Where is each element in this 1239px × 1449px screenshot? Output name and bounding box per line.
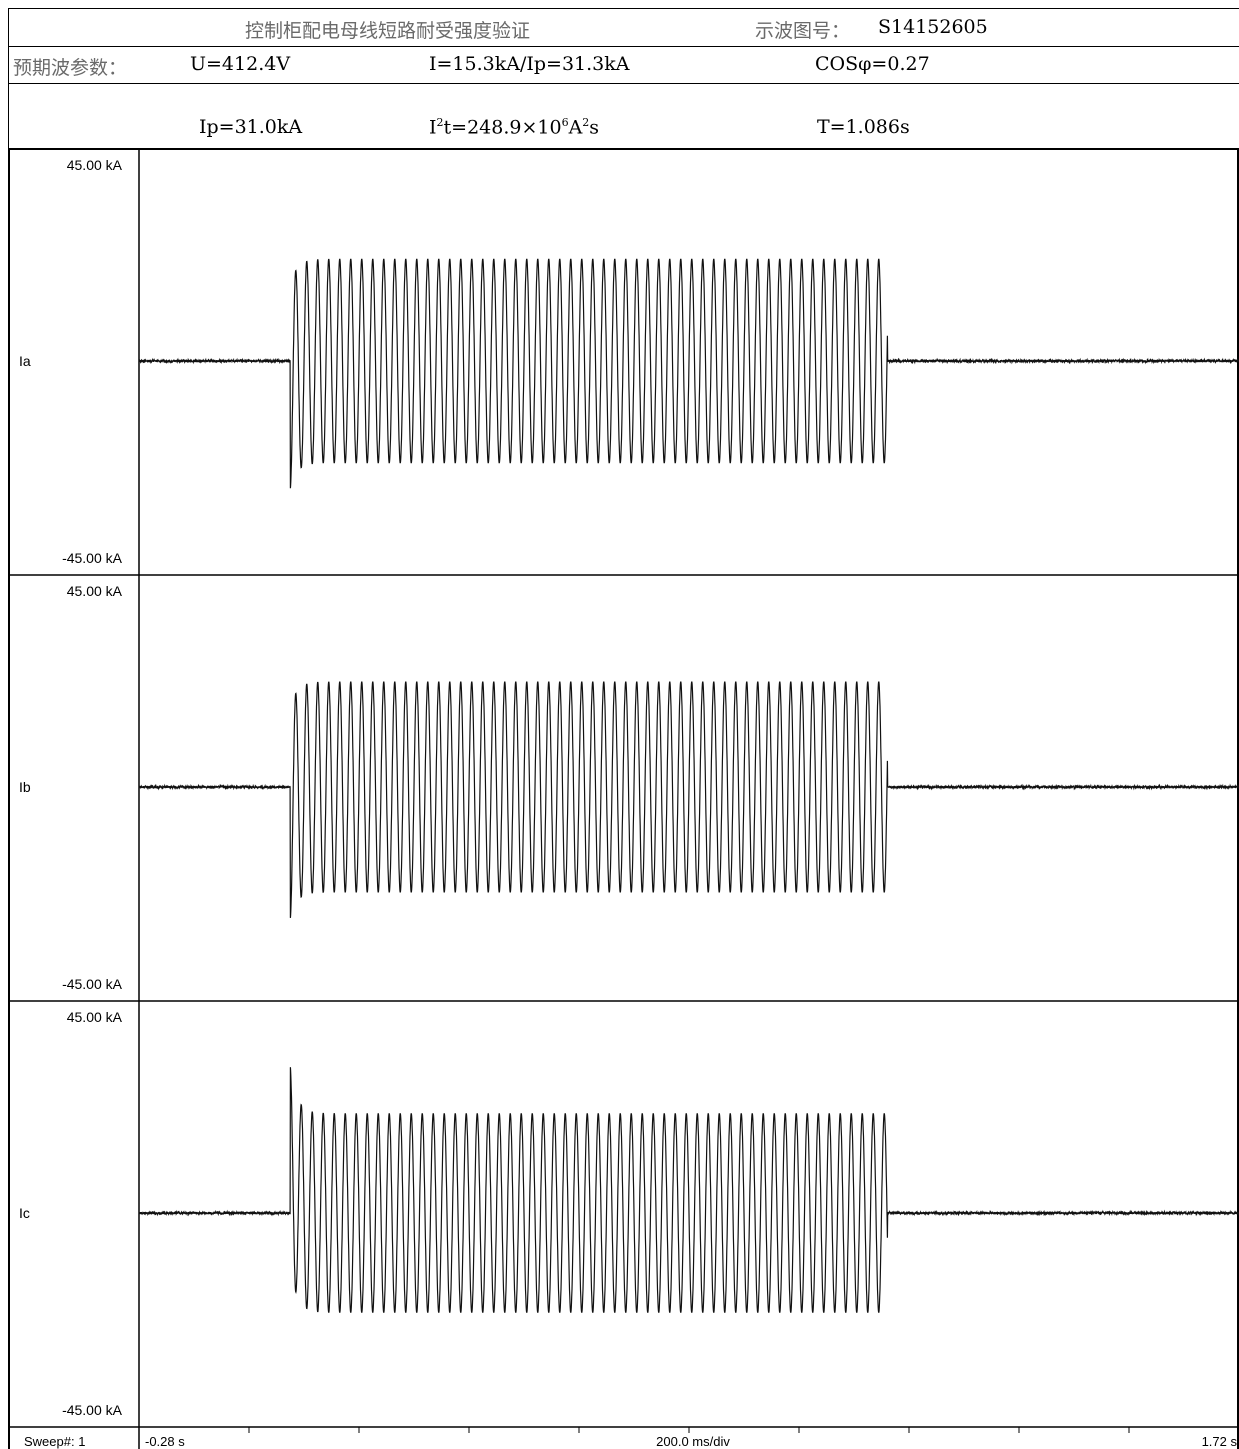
params-row: 预期波参数： U=412.4V I=15.3kA/Ip=31.3kA COSφ=… <box>9 46 1239 84</box>
x-end-label: 1.72 s <box>1202 1434 1238 1449</box>
ymin-label-ia: -45.00 kA <box>62 550 123 566</box>
voltage-value: U=412.4V <box>190 53 291 75</box>
i2t-value: I2t=248.9×106A2s <box>429 116 599 138</box>
params-label: 预期波参数： <box>13 57 128 79</box>
channel-label-ic: Ic <box>19 1205 30 1221</box>
i2t-prefix: I <box>429 116 437 139</box>
ymax-label-ib: 45.00 kA <box>67 583 123 599</box>
i2t-suffix: s <box>589 116 600 139</box>
i2t-sup3: 2 <box>582 116 590 129</box>
ymax-label-ia: 45.00 kA <box>67 157 123 173</box>
trace-ib <box>138 681 1239 918</box>
plot-frame <box>8 148 1239 1449</box>
x-scale-label: 200.0 ms/div <box>656 1434 730 1449</box>
ymax-label-ic: 45.00 kA <box>67 1009 123 1025</box>
ymin-label-ic: -45.00 kA <box>62 1402 123 1418</box>
ymin-label-ib: -45.00 kA <box>62 976 123 992</box>
channel-label-ib: Ib <box>19 779 31 795</box>
results-row: Ip=31.0kA I2t=248.9×106A2s T=1.086s <box>9 83 1239 149</box>
title-row: 控制柜配电母线短路耐受强度验证 示波图号： S14152605 <box>9 9 1239 47</box>
sweep-label: Sweep#: 1 <box>24 1434 85 1449</box>
peak-current-value: Ip=31.0kA <box>199 116 303 138</box>
trace-ia <box>138 258 1239 489</box>
power-factor-value: COSφ=0.27 <box>815 53 930 75</box>
x-start-label: -0.28 s <box>145 1434 185 1449</box>
waveform-id: S14152605 <box>878 16 988 38</box>
test-title: 控制柜配电母线短路耐受强度验证 <box>245 20 531 42</box>
i2t-sup1: 2 <box>436 116 444 129</box>
i2t-sup2: 6 <box>561 116 569 129</box>
i2t-unit: A <box>568 116 583 139</box>
trace-ic <box>138 1067 1239 1313</box>
i2t-mid: t=248.9×10 <box>443 116 562 139</box>
waveform-label: 示波图号： <box>755 20 851 42</box>
duration-value: T=1.086s <box>817 116 910 138</box>
channel-label-ia: Ia <box>19 353 31 369</box>
header-table: 控制柜配电母线短路耐受强度验证 示波图号： S14152605 预期波参数： U… <box>8 8 1239 149</box>
current-value: I=15.3kA/Ip=31.3kA <box>429 53 630 75</box>
